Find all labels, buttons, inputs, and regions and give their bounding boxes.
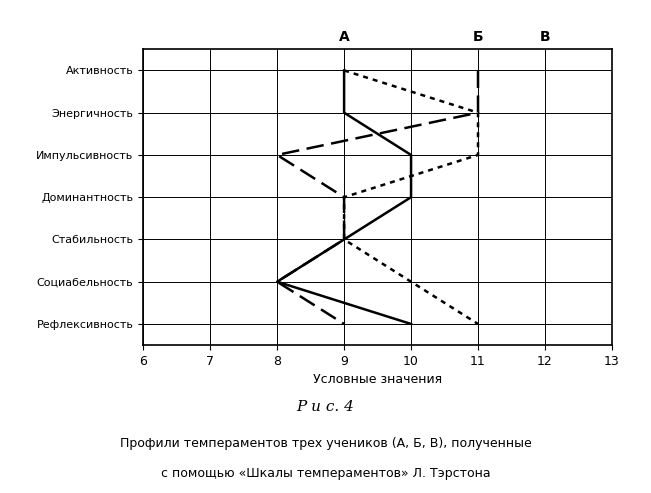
X-axis label: Условные значения: Условные значения [313, 373, 442, 387]
Text: с помощью «Шкалы темпераментов» Л. Тэрстона: с помощью «Шкалы темпераментов» Л. Тэрст… [161, 467, 490, 480]
Text: А: А [339, 30, 350, 44]
Text: Б: Б [473, 30, 483, 44]
Text: Профили темпераментов трех учеников (А, Б, В), полученные: Профили темпераментов трех учеников (А, … [120, 437, 531, 450]
Text: Р и с. 4: Р и с. 4 [297, 400, 354, 414]
Text: В: В [540, 30, 550, 44]
